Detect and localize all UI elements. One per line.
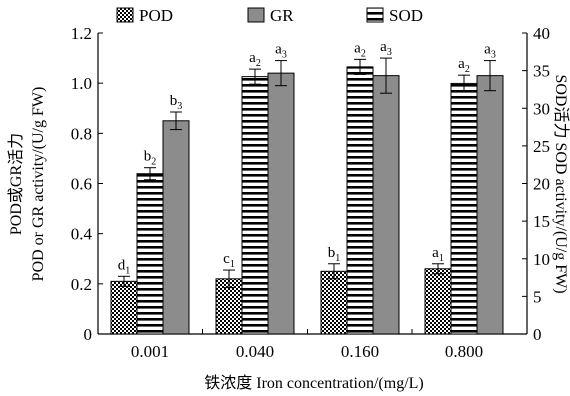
- x-tick-label: 0.040: [236, 342, 274, 361]
- legend-label-sod: SOD: [389, 6, 423, 25]
- bar-gr: [476, 75, 504, 335]
- y-axis-right-label: SOD活力 SOD activity/(U/g FW): [552, 74, 570, 293]
- y-left-tick-label: 0.4: [71, 225, 93, 244]
- significance-label: c1: [223, 251, 235, 270]
- legend: POD GR SOD: [116, 6, 423, 25]
- y-right-tick-label: 15: [533, 212, 550, 231]
- plot-area: 0 0.2 0.4 0.6 0.8 1.0 1.2 0 5 10 15 20 25 30 35 40 0.001…: [71, 24, 550, 361]
- significance-label: a2: [249, 50, 261, 69]
- y-axis-left-label-line2: POD or GR activity/(U/g FW): [30, 87, 47, 282]
- x-axis-label: 铁浓度 Iron concentration/(mg/L): [204, 374, 424, 392]
- y-left-tick-label: 1.2: [71, 24, 92, 43]
- bar-pod: [110, 280, 138, 335]
- bar-gr: [372, 75, 400, 335]
- bar-pod: [320, 270, 348, 335]
- x-tick-label: 0.001: [131, 342, 169, 361]
- y-right-tick-label: 0: [533, 325, 542, 344]
- significance-label: a1: [432, 245, 444, 264]
- bar-sod: [450, 82, 478, 335]
- bar-sod: [346, 66, 374, 335]
- y-left-tick-label: 0: [84, 325, 93, 344]
- significance-label: a2: [354, 40, 366, 59]
- significance-label: b2: [144, 149, 157, 168]
- bar-sod: [136, 173, 164, 335]
- significance-label: b1: [328, 245, 341, 264]
- significance-label: b3: [170, 93, 183, 112]
- bar-pod: [424, 268, 452, 335]
- y-right-tick-label: 30: [533, 99, 550, 118]
- bar-gr: [162, 120, 190, 335]
- y-right-tick-label: 5: [533, 287, 542, 306]
- y-right-tick-label: 10: [533, 250, 550, 269]
- legend-swatch-gr: [247, 7, 265, 23]
- legend-swatch-sod: [366, 7, 384, 23]
- x-tick-label: 0.160: [341, 342, 379, 361]
- y-axis-left-label-line1: POD或GR活力: [7, 133, 25, 235]
- y-left-tick-label: 0.6: [71, 175, 92, 194]
- y-right-tick-label: 20: [533, 175, 550, 194]
- significance-label: a2: [458, 56, 470, 75]
- y-right-tick-label: 40: [533, 24, 550, 43]
- significance-label: a3: [484, 42, 496, 61]
- legend-label-pod: POD: [139, 6, 173, 25]
- x-tick-label: 0.800: [445, 342, 483, 361]
- significance-label: a3: [380, 39, 392, 58]
- legend-swatch-pod: [116, 7, 134, 23]
- y-left-tick-label: 0.8: [71, 124, 92, 143]
- y-left-tick-label: 0.2: [71, 275, 92, 294]
- y-left-tick-label: 1.0: [71, 74, 92, 93]
- y-right-tick-label: 25: [533, 137, 550, 156]
- bar-gr: [267, 72, 295, 335]
- y-right-tick-label: 35: [533, 62, 550, 81]
- bar-sod: [241, 76, 269, 335]
- significance-label: a3: [275, 42, 287, 61]
- legend-label-gr: GR: [270, 6, 294, 25]
- significance-label: d1: [118, 257, 131, 276]
